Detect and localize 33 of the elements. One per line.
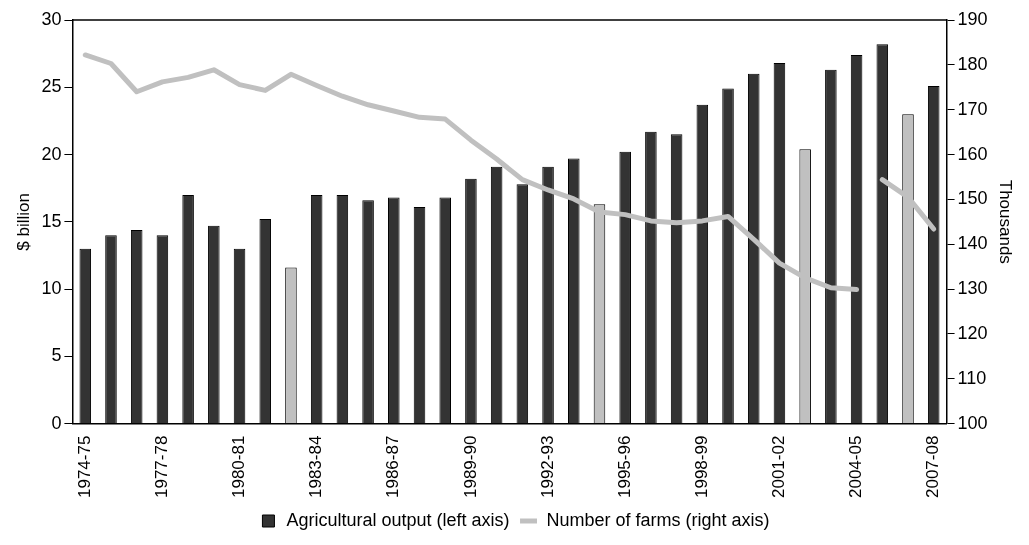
x-tick-label: 2004-05 <box>846 435 866 498</box>
y2-tick-label: 180 <box>957 53 988 74</box>
y-tick-label: 30 <box>41 8 62 29</box>
y2-tick-label: 140 <box>957 233 988 254</box>
y-tick-label: 5 <box>51 345 62 366</box>
y2-tick-label: 120 <box>957 322 988 343</box>
y-tick-label: 20 <box>41 143 62 164</box>
y2-tick-label: 110 <box>957 367 987 388</box>
y2-tick-label: 150 <box>957 188 988 209</box>
y-tick-label: 25 <box>41 76 62 97</box>
y-axis-title: $ billion <box>13 192 33 251</box>
y-tick-label: 15 <box>41 210 62 231</box>
x-tick-label: 1977-78 <box>152 435 172 498</box>
y-tick-label: 10 <box>41 278 62 299</box>
x-tick-label: 1992-93 <box>537 435 557 498</box>
x-tick-label: 1995-96 <box>614 435 634 498</box>
x-tick-label: 2001-02 <box>769 435 789 498</box>
y2-tick-label: 130 <box>957 278 988 299</box>
x-tick-label: 1974-75 <box>74 435 94 498</box>
y2-tick-label: 190 <box>957 8 988 29</box>
legend-label: Agricultural output (left axis) <box>286 509 510 530</box>
x-tick-label: 1980-81 <box>229 435 249 498</box>
legend-label: Number of farms (right axis) <box>546 509 770 530</box>
y2-tick-label: 100 <box>957 412 988 433</box>
x-tick-label: 1998-99 <box>692 435 712 498</box>
x-tick-label: 1989-90 <box>460 435 480 498</box>
x-tick-label: 1986-87 <box>383 435 403 498</box>
y2-tick-label: 160 <box>957 143 988 164</box>
x-tick-label: 2007-08 <box>923 435 943 498</box>
x-tick-label: 1983-84 <box>306 435 326 498</box>
y2-axis-title: Thousands <box>996 179 1016 264</box>
y-tick-label: 0 <box>51 412 62 433</box>
y2-tick-label: 170 <box>957 98 988 119</box>
